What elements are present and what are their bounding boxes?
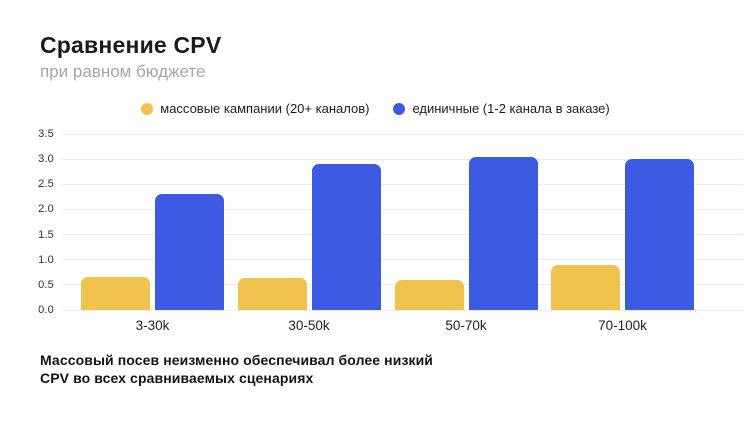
page-title: Сравнение CPV (40, 32, 222, 58)
y-tick-label-0.0: 0.0 (38, 304, 54, 316)
bar-30-50k-single (311, 164, 381, 310)
x-tick-label-70-100k: 70-100k (598, 318, 647, 333)
chart-footnote: Массовый посев неизменно обеспечивал бол… (40, 351, 433, 387)
page-subtitle: при равном бюджете (40, 62, 206, 81)
gridline-0.0 (62, 309, 743, 311)
footnote-line-1: Массовый посев неизменно обеспечивал бол… (40, 352, 434, 368)
bar-70-100k-mass (551, 265, 620, 310)
bar-group-3-30k (81, 194, 224, 310)
bar-70-100k-single (625, 159, 694, 310)
legend-dot-blue-icon (393, 102, 406, 115)
bar-3-30k-mass (81, 277, 150, 310)
bar-group-50-70k (394, 157, 538, 310)
bar-50-70k-single (468, 157, 538, 310)
x-tick-label-50-70k: 50-70k (445, 318, 487, 333)
gridline-2.5 (62, 183, 743, 185)
y-tick-label-0.5: 0.5 (38, 278, 54, 291)
y-tick-label-3.0: 3.0 (38, 153, 54, 166)
chart-header: Сравнение CPV при равном бюджете (40, 32, 221, 82)
bar-group-70-100k (551, 159, 694, 310)
y-tick-label-2.0: 2.0 (38, 203, 54, 216)
legend-label-single-channels: единичные (1-2 канала в заказе) (412, 101, 610, 116)
x-tick-label-3-30k: 3-30k (135, 318, 170, 333)
bar-group-30-50k (237, 164, 381, 310)
legend-item-mass-campaigns: массовые кампании (20+ каналов) (141, 101, 369, 116)
y-tick-label-2.5: 2.5 (38, 178, 54, 191)
bar-30-50k-mass (237, 278, 307, 310)
bar-3-30k-single (155, 194, 224, 310)
bar-chart-plot-area (62, 133, 743, 311)
gridline-3.0 (62, 158, 743, 160)
y-tick-label-3.5: 3.5 (38, 128, 54, 140)
x-tick-label-30-50k: 30-50k (288, 318, 330, 333)
y-tick-label-1.5: 1.5 (38, 228, 54, 241)
legend-label-mass-campaigns: массовые кампании (20+ каналов) (160, 101, 370, 116)
footnote-line-2: CPV во всех сравниваемых сценариях (40, 370, 314, 386)
legend-dot-yellow-icon (141, 102, 154, 115)
gridline-1.0 (62, 259, 743, 261)
gridline-2.0 (62, 208, 743, 210)
legend-item-single-channels: единичные (1-2 канала в заказе) (393, 101, 610, 116)
gridline-1.5 (62, 234, 743, 236)
chart-legend: массовые кампании (20+ каналов) единичны… (0, 101, 751, 116)
y-tick-label-1.0: 1.0 (38, 253, 54, 266)
bar-50-70k-mass (394, 280, 464, 310)
gridline-3.5 (62, 133, 743, 135)
